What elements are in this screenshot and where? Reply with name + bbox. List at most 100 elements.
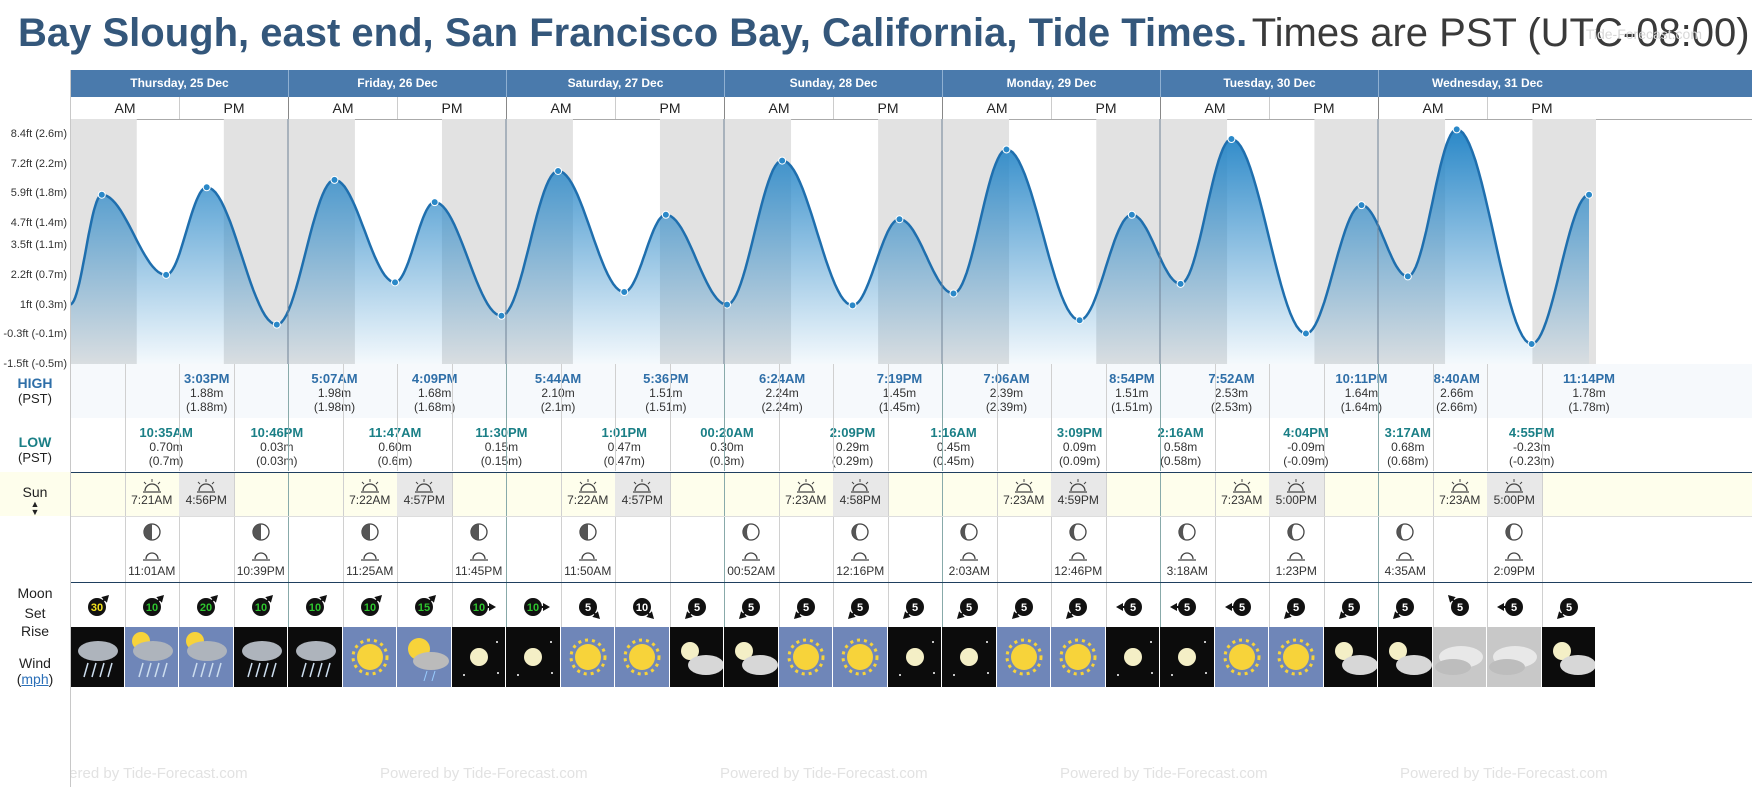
tide-height-alt: (1.51m) [1111,400,1153,414]
tide-point[interactable] [554,166,563,175]
sunrise-cell: 7:21AM [125,473,180,517]
cell-separator [996,364,998,418]
wind-arrow-icon: 10 [633,598,655,620]
tide-point[interactable] [1127,210,1136,219]
tide-point[interactable] [162,270,171,279]
tide-point[interactable] [1075,316,1084,325]
low-tide-cell: 4:55PM -0.23m (-0.23m) [1500,426,1564,469]
cell-separator [1051,583,1052,629]
tide-point[interactable] [620,287,629,296]
cell-separator [451,418,453,471]
weather-clear-night-icon [1160,627,1214,687]
wind-cell: 5 [724,589,779,625]
cell-separator [1051,418,1052,471]
tide-point[interactable] [430,198,439,207]
cell-separator [560,364,562,418]
wind-arrow-icon: 5 [848,598,870,620]
am-header: AM [1160,97,1269,119]
cell-separator [778,473,780,517]
tide-point[interactable] [848,301,857,310]
cell-separator [451,364,453,418]
sunrise-cell: 7:23AM [1433,473,1488,517]
y-axis-label: 5.9ft (1.8m) [10,187,67,200]
wind-cell: 5 [1487,589,1542,625]
tide-point[interactable] [1227,135,1236,144]
tide-time: 3:09PM [1056,425,1103,440]
wind-arrow-icon: 5 [1224,598,1251,616]
cell-separator [288,364,289,418]
tide-point[interactable] [1002,145,1011,154]
tide-point[interactable] [1403,272,1412,281]
moon-rise-cell: 11:50AM [561,523,616,578]
tide-point[interactable] [202,183,211,192]
weather-rain-day-icon [124,627,178,687]
high-tide-cell: 5:07AM 1.98m (1.98m) [303,372,367,415]
tide-time: 4:04PM [1283,425,1329,440]
sunrise-icon [343,479,398,493]
tide-time: 1:01PM [601,425,648,440]
tide-point[interactable] [97,190,106,199]
cell-separator [724,517,725,583]
tide-point[interactable] [723,300,732,309]
wind-cell: 5 [888,589,943,625]
cell-separator [451,583,453,629]
moon-phase-icon [470,523,488,541]
wind-cell: 5 [1324,589,1379,625]
moon-time: 10:39PM [236,564,285,578]
cell-separator [1160,418,1161,471]
weather-clear-night-icon [1105,627,1159,687]
sunset-cell: 4:58PM [833,473,888,517]
day-header-row: Thursday, 25 Dec Friday, 26 Dec Saturday, … [70,70,1752,97]
weather-cloudy-night-icon [724,627,778,687]
tide-point[interactable] [1357,201,1366,210]
sunrise-cell: 7:23AM [1215,473,1270,517]
sunset-cell: 4:57PM [615,473,670,517]
sunset-time: 4:56PM [185,493,227,507]
sunrise-cell: 7:23AM [779,473,834,517]
tide-point[interactable] [1301,329,1310,338]
tide-point[interactable] [661,210,670,219]
tide-point[interactable] [1176,279,1185,288]
tide-height: 1.51m [649,386,683,400]
am-header: AM [288,97,397,119]
tide-time: 7:19PM [876,371,923,386]
cell-separator [342,517,344,583]
page-title: Bay Slough, east end, San Francisco Bay,… [18,8,1750,68]
tide-point[interactable] [1527,339,1536,348]
wind-arrow-icon: 5 [1284,598,1306,620]
tide-point[interactable] [497,311,506,320]
svg-text:10: 10 [146,602,158,614]
cell-separator [942,517,943,583]
tide-point[interactable] [949,289,958,298]
svg-text:20: 20 [200,602,212,614]
tide-time: 00:20AM [700,425,754,440]
weather-sunny-icon [778,627,832,687]
svg-text:5: 5 [1348,602,1354,614]
weather-sunny-icon [615,627,669,687]
tide-line [70,128,1590,346]
cell-separator [942,583,943,629]
low-tide-cell: 1:01PM 0.47m (0.47m) [592,425,656,469]
cell-separator [124,473,126,517]
tide-height-alt: (1.51m) [645,400,687,414]
svg-text:5: 5 [1457,602,1463,614]
tide-point[interactable] [895,215,904,224]
tide-height: 1.98m [317,386,352,400]
cell-separator [233,583,235,629]
pm-header: PM [1487,97,1596,119]
tide-point[interactable] [1585,190,1594,199]
cell-separator [887,583,889,629]
wind-unit-link[interactable]: mph [21,671,49,687]
tide-point[interactable] [391,278,400,287]
moon-time: 11:45PM [455,564,503,578]
wind-cell: 10 [125,589,180,625]
sunrise-icon [561,479,616,493]
tide-point[interactable] [1452,125,1461,134]
tide-point[interactable] [778,156,787,165]
footer-credit: Powered by Tide-Forecast.com [1060,765,1268,782]
cell-separator [451,473,453,517]
tide-point[interactable] [330,175,339,184]
tide-point[interactable] [272,320,281,329]
wind-cell: 5 [1106,589,1161,625]
cell-separator [1541,418,1543,471]
